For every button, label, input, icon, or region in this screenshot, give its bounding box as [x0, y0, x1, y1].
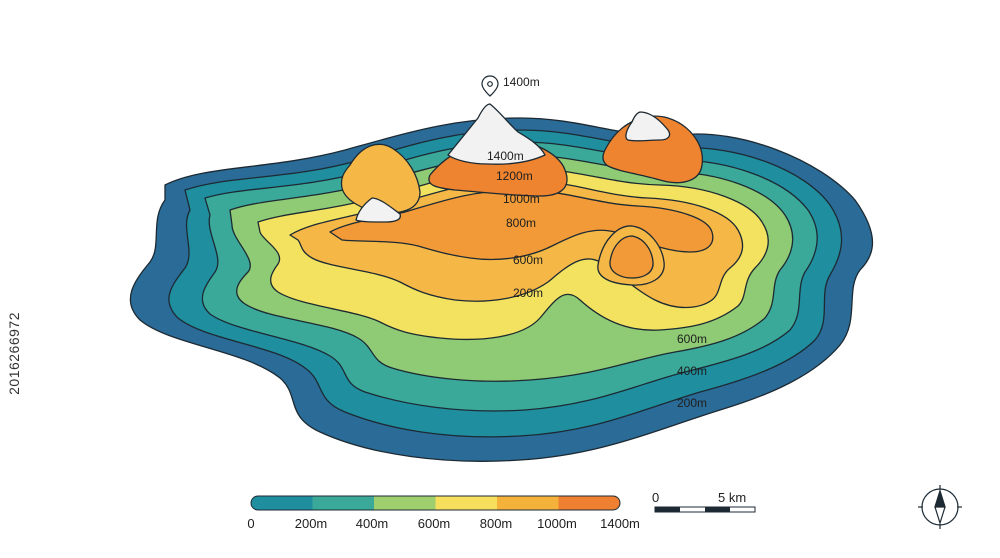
legend-label: 400m [356, 516, 389, 531]
pin-icon [481, 75, 499, 97]
legend-label: 0 [247, 516, 254, 531]
contour-layer-hill-top [609, 235, 654, 279]
scale-bar-start-label: 0 [652, 490, 659, 505]
legend-segment [312, 496, 375, 510]
snow-cap-right [625, 111, 671, 142]
legend-segment [435, 496, 498, 510]
legend-segment [251, 496, 313, 510]
contour-label: 400m [677, 364, 707, 378]
contour-label: 1400m [487, 149, 524, 163]
legend-segment [497, 496, 559, 510]
legend-label: 1400m [600, 516, 640, 531]
contour-label: 800m [506, 216, 536, 230]
legend-label: 800m [480, 516, 513, 531]
legend-label: 1000m [537, 516, 577, 531]
snow-cap-main [447, 103, 546, 165]
contour-label: 600m [513, 253, 543, 267]
legend-segment [558, 496, 620, 510]
contour-label: 1000m [503, 192, 540, 206]
scale-bar [654, 506, 756, 513]
scale-bar-end-label: 5 km [718, 490, 746, 505]
stock-id: 2016266972 [6, 312, 22, 395]
legend-color-bar [250, 495, 621, 511]
contour-label: 200m [677, 396, 707, 410]
legend-label: 600m [418, 516, 451, 531]
peak-marker-label: 1400m [503, 75, 540, 89]
contour-label: 600m [677, 332, 707, 346]
compass-icon [918, 485, 962, 529]
snow-cap-left [355, 197, 401, 223]
contour-label: 1200m [496, 169, 533, 183]
legend-segment [374, 496, 436, 510]
contour-label: 200m [513, 286, 543, 300]
contour-layer-left-ridge [340, 143, 421, 214]
contour-layer-1000 [329, 189, 714, 261]
legend-label: 200m [295, 516, 328, 531]
